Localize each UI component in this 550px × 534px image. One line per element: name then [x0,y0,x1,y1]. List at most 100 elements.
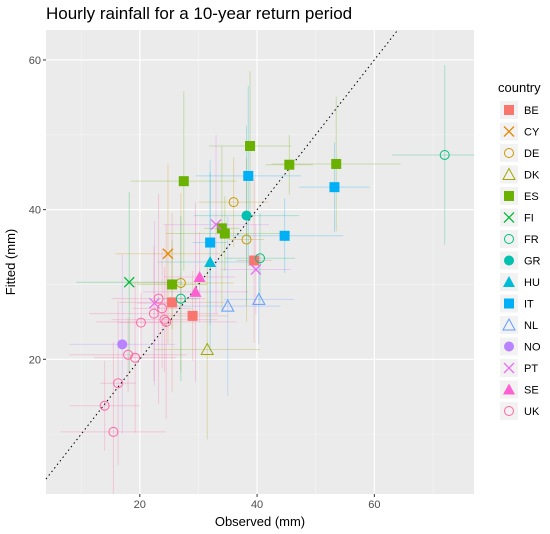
y-axis-title: Fitted (mm) [3,229,18,295]
legend: country BE CY DE DK ES FI FR GR HU IT NL NO PT SE UK [498,80,541,420]
legend-key-de [504,148,514,158]
legend-item-no: NO [500,337,541,356]
legend-key-background [500,402,518,420]
legend-key-dk [502,167,516,180]
data-point-fi [123,276,135,288]
data-point-uk [157,303,168,314]
x-tick-label: 40 [251,499,263,511]
data-point-be [167,297,178,308]
y-tick-label: 60 [29,55,41,67]
legend-item-gr: GR [500,251,541,270]
legend-label: BE [524,105,539,117]
data-point-uk [130,352,141,363]
data-point-nl [220,299,235,312]
data-point-dk [200,342,215,356]
y-axis: 20 40 60 [29,55,46,366]
legend-key-pt [503,362,515,374]
data-point-it [243,170,254,181]
data-point-uk [123,349,134,360]
x-tick-label: 60 [368,499,380,511]
legend-key-fr [504,234,514,244]
data-points [99,141,450,437]
data-point-be [187,310,198,321]
legend-key-cy [503,126,515,137]
data-point-uk [113,378,124,389]
legend-item-se: SE [500,380,539,399]
data-point-pt [210,219,222,231]
legend-item-es: ES [500,187,539,205]
legend-label: FI [524,213,534,225]
data-point-be [249,255,260,266]
legend-item-pt: PT [500,359,538,377]
legend-title: country [498,80,541,95]
data-point-fr [439,149,450,160]
legend-key-hu [503,276,515,287]
data-point-fr [255,253,265,264]
plot-background [46,30,474,494]
grid-lines [46,30,474,494]
data-point-it [279,230,290,241]
legend-items: BE CY DE DK ES FI FR GR HU IT NL NO PT SE UK [500,101,541,420]
x-axis: 20 40 60 [134,494,380,511]
x-tick-label: 20 [134,499,146,511]
legend-label: ES [524,191,539,203]
chart-title: Hourly rainfall for a 10-year return per… [46,4,352,23]
data-point-se [189,285,202,297]
legend-label: NO [524,342,541,354]
legend-item-de: DE [500,144,539,162]
legend-item-fr: FR [500,230,539,248]
data-point-no [117,339,128,350]
legend-label: DK [524,170,540,182]
legend-key-gr [504,255,514,266]
legend-key-be [504,105,514,115]
legend-key-background [500,230,518,248]
data-point-uk [153,293,164,304]
legend-label: GR [524,256,541,268]
data-point-hu [204,256,217,267]
data-point-es [331,158,342,169]
data-point-es [216,223,227,234]
legend-label: HU [524,277,540,289]
data-point-uk [161,316,172,327]
legend-key-it [504,298,514,309]
legend-key-nl [502,317,516,331]
legend-label: FR [524,234,539,246]
data-point-es [284,159,295,170]
data-point-se [193,270,206,282]
legend-label: CY [524,127,540,139]
data-point-uk [99,400,110,411]
legend-key-no [504,341,514,352]
legend-key-background [500,144,518,162]
data-point-cy [162,248,174,260]
data-point-es [178,176,189,187]
legend-label: UK [524,406,540,418]
plot-panel [45,29,474,494]
legend-item-nl: NL [500,316,538,334]
data-point-uk [108,426,119,437]
data-point-es [219,228,230,239]
legend-label: SE [524,385,539,397]
x-axis-title: Observed (mm) [215,514,305,529]
y-tick-label: 20 [29,354,41,366]
legend-item-uk: UK [500,402,540,420]
legend-key-es [504,191,514,201]
data-point-fr [175,293,186,304]
legend-key-se [503,383,515,395]
data-point-it [205,237,216,248]
legend-item-it: IT [500,294,534,313]
data-point-gr [241,210,252,221]
y-tick-label: 40 [29,205,41,217]
data-point-es [167,279,178,290]
data-point-pt [250,264,262,275]
legend-item-dk: DK [500,165,540,184]
data-point-es [245,141,256,151]
data-point-uk [148,308,159,319]
legend-item-hu: HU [500,273,540,291]
legend-key-fi [503,212,515,223]
legend-label: NL [524,320,538,332]
data-point-de [241,234,252,245]
legend-item-be: BE [500,101,539,119]
legend-label: PT [524,363,538,375]
legend-key-uk [504,406,514,416]
